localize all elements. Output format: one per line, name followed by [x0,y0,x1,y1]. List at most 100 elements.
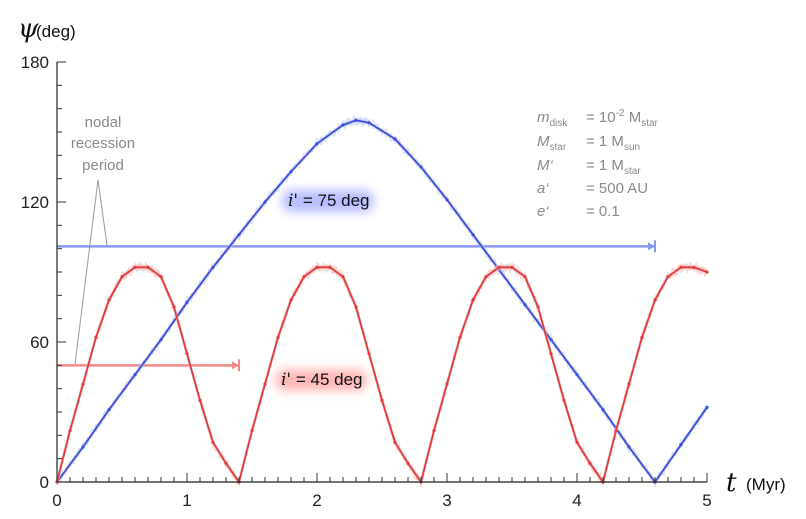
series-group [55,260,709,488]
series-point [549,338,553,342]
series-point [263,200,267,204]
series-spread-line [56,116,708,486]
param-symbol: m [537,109,550,126]
series-point [432,429,436,433]
param-row: M‘ = 1 Mstar [537,157,641,177]
series-point [666,275,670,279]
series-point [81,445,85,449]
series-point [471,298,475,302]
series-point [445,198,449,202]
series-point [185,300,189,304]
series-point [328,265,332,269]
param-symbol: a‘ [537,180,549,197]
series-layer [55,115,709,488]
series-point [367,352,371,356]
x-axis-symbol: t [726,468,737,498]
series-label: i' = 75 deg [288,191,370,211]
axes-layer: 0 60 120 180 0 1 2 3 4 5 [21,53,712,510]
annotation-text: period [82,157,124,174]
series-point [393,137,397,141]
param-value: = 10 [586,109,616,126]
series-point [289,298,293,302]
series-point [523,275,527,279]
series-point [159,338,163,342]
x-tick-label: 3 [442,491,451,510]
y-tick-label: 180 [21,53,49,72]
series-spread-line [56,115,708,482]
param-row: a‘ = 500 AU [537,180,648,197]
series-point [185,352,189,356]
series-point [250,429,254,433]
series-label-rest: = 45 deg [291,370,362,389]
series-underlay [55,118,709,485]
param-subscript: disk [550,118,569,129]
param-tail-subscript: star [624,166,641,177]
series-line [56,119,708,483]
series-line [56,266,708,483]
series-label-symbol: i' [288,191,298,211]
param-tail: M [625,109,642,126]
series-point [510,265,514,269]
series-point [341,123,345,127]
param-subscript: star [550,142,567,153]
series-point [562,398,566,402]
series-point [120,275,124,279]
series-point [315,265,319,269]
series-point [81,382,85,386]
param-row: e‘ = 0.1 [537,203,620,220]
series-point [679,443,683,447]
series-point [107,298,111,302]
series-point [341,275,345,279]
x-tick-label: 1 [182,491,191,510]
y-tick-label: 120 [21,193,49,212]
series-point [549,352,553,356]
series-point [367,121,371,125]
param-superscript: -2 [616,108,625,119]
series-point [354,305,358,309]
param-value: = 1 M [586,157,624,174]
y-tick-label: 0 [40,473,49,492]
series-point [406,461,410,465]
series-point [263,382,267,386]
series-label-glow [282,190,374,212]
series-point [471,233,475,237]
series-point [198,398,202,402]
series-point [68,429,72,433]
series-point [419,165,423,169]
series-point [315,142,319,146]
param-value: = 500 AU [586,180,648,197]
series-point [614,429,618,433]
x-tick-label: 2 [312,491,321,510]
period-bar-arrowhead [648,242,655,251]
series-underlay [55,265,708,486]
series-point [445,382,449,386]
series-point [211,440,215,444]
x-tick-label: 4 [572,491,581,510]
series-point [237,233,241,237]
series-point [289,170,293,174]
series-point [679,265,683,269]
series-point [107,408,111,412]
series-point [133,265,137,269]
series-label-rest: = 75 deg [298,191,369,210]
series-point [601,408,605,412]
annotation-text: nodal [85,114,122,131]
series-group [55,115,709,488]
y-tick-label: 60 [30,333,49,352]
series-point [588,461,592,465]
x-tick-label: 5 [702,491,711,510]
series-point [276,335,280,339]
param-symbol: M‘ [537,157,553,174]
series-point [458,335,462,339]
period-bar-arrowhead [232,361,239,370]
series-point [497,265,501,269]
series-label-symbol: i' [281,370,291,390]
series-point [705,405,709,409]
series-point [354,118,358,122]
series-point [575,440,579,444]
series-point [692,265,696,269]
series-point [484,275,488,279]
param-tail-subscript: star [641,118,658,129]
series-point [393,440,397,444]
